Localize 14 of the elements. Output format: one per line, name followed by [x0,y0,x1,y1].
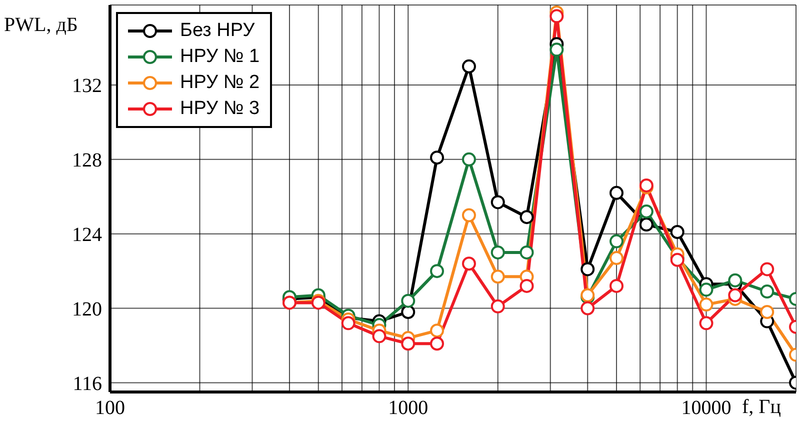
legend-label: НРУ № 1 [180,46,260,68]
x-tick-label: 1000 [388,397,428,420]
x-tick-label: 100 [95,397,125,420]
y-tick-label: 116 [72,372,102,395]
legend-label: Без НРУ [180,20,255,42]
y-tick-label: 128 [72,150,102,172]
y-tick-label: 132 [72,75,102,98]
y-tick-label: 120 [72,298,102,320]
x-axis-title: f, Гц [742,396,781,419]
legend-label: НРУ № 2 [180,72,260,94]
y-axis-title: PWL, дБ [4,14,78,37]
x-tick-label: 10000 [681,397,732,420]
legend-label: НРУ № 3 [180,98,260,120]
y-tick-label: 124 [72,224,102,246]
